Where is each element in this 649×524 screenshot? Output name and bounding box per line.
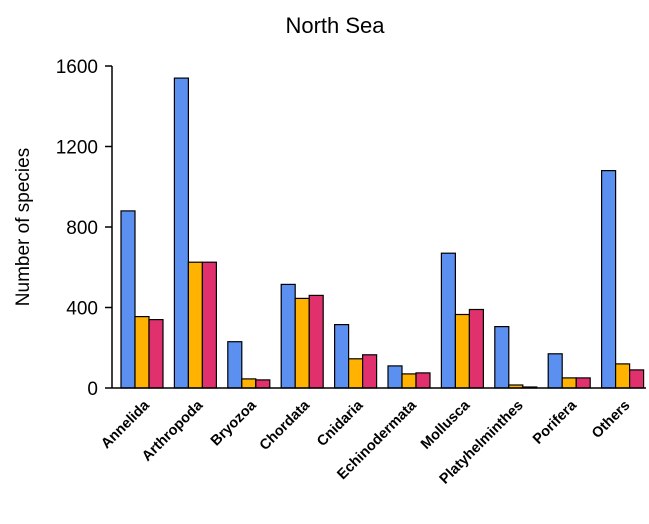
x-tick-label-mollusca: Mollusca bbox=[418, 397, 474, 453]
bar-others-series-2 bbox=[614, 363, 631, 389]
bar-mollusca-series-1 bbox=[440, 252, 456, 389]
axes-layer bbox=[105, 65, 646, 389]
bar-mollusca-series-2 bbox=[454, 313, 470, 389]
bar-porifera-series-2 bbox=[561, 377, 577, 389]
bar-echinodermata-series-3 bbox=[415, 372, 431, 389]
bar-chordata-series-3 bbox=[308, 294, 324, 389]
bar-porifera-series-1 bbox=[547, 353, 563, 389]
bar-arthropoda-series-1 bbox=[173, 77, 189, 389]
x-tick-label-cnidaria: Cnidaria bbox=[314, 397, 367, 450]
bar-cnidaria-series-2 bbox=[348, 358, 364, 389]
bar-annelida-series-3 bbox=[148, 319, 164, 389]
chart-title: North Sea bbox=[285, 13, 385, 38]
x-tick-label-porifera: Porifera bbox=[530, 397, 581, 448]
y-tick-label-400: 400 bbox=[66, 299, 98, 320]
bar-others-series-3 bbox=[628, 369, 645, 389]
bar-annelida-series-2 bbox=[134, 316, 150, 389]
bar-cnidaria-series-1 bbox=[334, 324, 350, 389]
bar-arthropoda-series-2 bbox=[187, 261, 203, 389]
bar-annelida-series-1 bbox=[120, 210, 136, 389]
bar-cnidaria-series-3 bbox=[362, 354, 378, 389]
bar-chordata-series-1 bbox=[280, 283, 296, 389]
x-tick-label-others: Others bbox=[589, 398, 633, 442]
bar-echinodermata-series-2 bbox=[401, 373, 417, 389]
bar-chordata-series-2 bbox=[294, 297, 310, 389]
x-tick-label-annelida: Annelida bbox=[98, 397, 153, 452]
bar-echinodermata-series-1 bbox=[387, 365, 403, 389]
bars-layer bbox=[120, 77, 645, 389]
y-tick-label-800: 800 bbox=[66, 218, 98, 239]
y-tick-label-0: 0 bbox=[87, 379, 98, 400]
bar-arthropoda-series-3 bbox=[201, 261, 217, 389]
y-axis-label: Number of species bbox=[13, 148, 34, 306]
y-tick-label-1600: 1600 bbox=[56, 57, 98, 78]
x-tick-label-chordata: Chordata bbox=[257, 397, 314, 454]
bar-others-series-1 bbox=[600, 170, 617, 389]
x-tick-label-bryozoa: Bryozoa bbox=[208, 397, 260, 449]
bar-platyhelminthes-series-1 bbox=[494, 326, 510, 389]
y-tick-label-1200: 1200 bbox=[56, 138, 98, 159]
bar-porifera-series-3 bbox=[575, 377, 591, 389]
bar-bryozoa-series-3 bbox=[255, 379, 271, 389]
bar-bryozoa-series-1 bbox=[227, 341, 243, 389]
bar-mollusca-series-3 bbox=[468, 308, 484, 389]
bar-bryozoa-series-2 bbox=[241, 378, 257, 389]
